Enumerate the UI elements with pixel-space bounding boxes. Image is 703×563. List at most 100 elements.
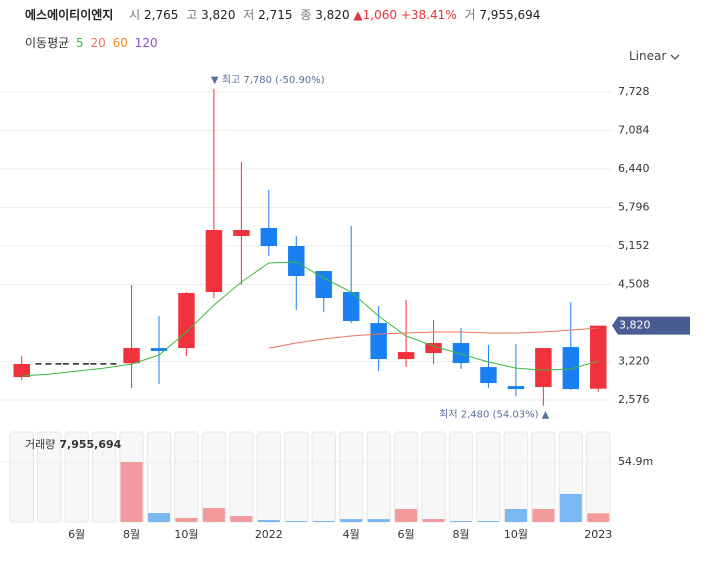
volume-cell — [284, 431, 309, 523]
x-tick-label: 8월 — [452, 528, 469, 541]
last-price-label: 3,820 — [619, 319, 651, 332]
legend-entry: 5 — [76, 36, 84, 50]
y-tick-label: 3,220 — [618, 355, 650, 368]
legend-entry: 20 — [90, 36, 106, 50]
field-value: 2,765 — [144, 8, 179, 22]
x-tick-label: 4월 — [343, 528, 360, 541]
y-tick-label: 54.9m — [618, 455, 653, 468]
volume-cell — [366, 431, 391, 523]
candle-body — [13, 363, 30, 378]
candle-body — [233, 230, 250, 237]
high-annotation: ▼ 최고 7,780 (-50.90%) — [211, 74, 325, 86]
volume-bar — [202, 508, 225, 522]
candle-body — [260, 228, 278, 246]
x-tick-label: 2022 — [255, 528, 283, 541]
volume-bar — [120, 462, 143, 522]
legend-title: 이동평균 — [25, 36, 70, 50]
volume-bar — [477, 521, 500, 522]
candle-body — [315, 271, 332, 299]
volume-value: 7,955,694 — [59, 438, 121, 451]
field-label: 고 — [186, 8, 198, 22]
volume-bar — [257, 520, 280, 522]
last-price-box — [612, 316, 690, 335]
change-pct: +38.41% — [400, 8, 457, 22]
x-tick-label: 2023 — [584, 528, 612, 541]
volume-cell — [229, 431, 254, 523]
volume-cell — [393, 431, 419, 523]
stock-name: 에스에이티이엔지 — [25, 8, 114, 22]
volume-label: 거래량 — [25, 438, 55, 451]
candle-body — [425, 343, 442, 354]
volume-cell — [36, 431, 62, 523]
candle-body — [370, 323, 387, 360]
volume-cell — [448, 431, 474, 523]
field-label: 거 — [464, 8, 476, 22]
y-tick-label: 5,796 — [618, 200, 650, 213]
field-value: 3,820 — [315, 8, 350, 22]
x-tick-label: 6월 — [398, 528, 415, 541]
volume-bar — [559, 494, 582, 522]
volume-cell — [531, 431, 556, 523]
field-value: 2,715 — [258, 8, 293, 22]
volume-cell — [174, 431, 199, 523]
volume-bar — [148, 513, 170, 522]
field-label: 종 — [300, 8, 312, 22]
volume-bar — [367, 519, 390, 522]
candle-body — [123, 348, 140, 364]
volume-bar — [340, 519, 363, 522]
candle-body — [507, 386, 525, 390]
volume-cell — [146, 431, 172, 523]
volume-cell — [503, 431, 529, 523]
volume-bar — [395, 508, 418, 522]
volume-cell — [9, 431, 34, 523]
candle-body — [342, 292, 360, 322]
volume-cell — [311, 431, 336, 523]
ma-line — [21, 261, 599, 377]
volume-bar — [587, 513, 610, 522]
x-tick-label: 6월 — [68, 528, 85, 541]
x-tick-label: 10월 — [174, 528, 198, 541]
volume-cell — [91, 431, 117, 523]
volume-bar — [175, 517, 198, 522]
x-tick-label: 8월 — [123, 528, 140, 541]
candle-body — [562, 347, 580, 390]
volume-bar — [422, 519, 445, 522]
volume-bar — [230, 515, 253, 522]
change: ▲1,060 — [353, 8, 397, 22]
field-value: 7,955,694 — [479, 8, 541, 22]
y-tick-label: 7,728 — [618, 85, 650, 98]
x-tick-label: 10월 — [504, 528, 528, 541]
ma-legend: 이동평균 5 20 60 120 — [25, 34, 161, 51]
volume-bar — [285, 521, 308, 522]
y-tick-label: 2,576 — [618, 393, 650, 406]
candle-body — [590, 325, 607, 389]
header: 에스에이티이엔지 시 2,765 고 3,820 저 2,715 종 3,820… — [25, 6, 540, 23]
ma-line — [268, 327, 599, 349]
volume-cell — [338, 431, 364, 523]
y-tick-label: 5,152 — [618, 239, 650, 252]
legend-entry: 120 — [134, 36, 158, 50]
chevron[interactable] — [670, 53, 680, 61]
volume-bar — [504, 508, 527, 522]
candle-body — [150, 348, 168, 352]
candle-body — [205, 230, 223, 293]
y-tick-label: 4,508 — [618, 278, 650, 291]
y-tick-label: 7,084 — [618, 123, 650, 136]
candle-body — [288, 245, 305, 277]
volume-bar — [532, 508, 555, 522]
legend-entry: 60 — [112, 36, 128, 50]
y-tick-label: 6,440 — [618, 162, 650, 175]
volume-bar — [450, 521, 472, 522]
volume-cell — [421, 431, 446, 523]
field-label: 시 — [129, 8, 141, 22]
volume-cell — [64, 431, 89, 523]
field-value: 3,820 — [201, 8, 236, 22]
field-label: 저 — [243, 8, 255, 22]
volume-title: 거래량 7,955,694 — [25, 438, 122, 451]
scale-label[interactable]: Linear — [629, 49, 667, 63]
scale-menu[interactable]: Linear — [629, 49, 680, 63]
volume-bar — [312, 521, 335, 522]
volume-cell — [586, 431, 611, 523]
